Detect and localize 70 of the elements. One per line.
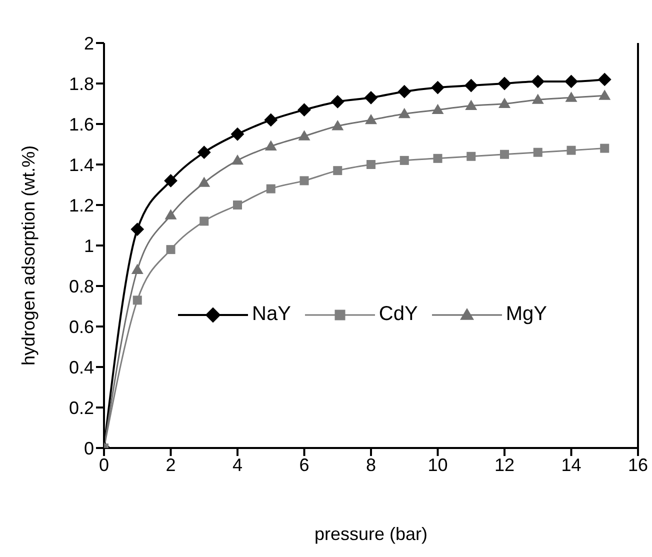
y-tick-label: 2 [84,33,94,54]
point [164,209,177,220]
x-tick-label: 14 [561,454,582,475]
point [298,130,310,140]
point [132,296,142,305]
point [232,154,244,165]
x-tick-label: 16 [628,454,648,475]
point [500,150,509,159]
point [300,176,309,186]
point [264,140,277,150]
point [164,174,178,188]
point [130,222,144,236]
y-tick-label: 0 [84,438,94,458]
point [498,77,511,90]
x-tick-label: 12 [494,454,515,475]
point [465,100,478,110]
x-tick-label: 0 [98,454,110,475]
point [566,146,576,155]
point [266,184,276,194]
point [564,74,578,88]
point [598,90,611,100]
point [264,113,278,126]
point [331,95,344,108]
x-tick-label: 2 [166,454,176,475]
y-tick-label: 1.2 [68,195,94,216]
point [600,144,610,153]
point [565,92,578,102]
point [332,120,344,130]
legend-label: NaY [252,303,291,326]
point [366,160,376,169]
point [532,94,544,104]
point [598,72,612,86]
y-tick-label: 0.6 [68,316,94,337]
point [364,91,378,104]
point [431,81,444,94]
point [398,85,411,98]
y-tick-label: 1.8 [68,74,94,94]
point [198,146,211,159]
point [231,128,244,141]
x-tick-label: 4 [232,454,243,475]
x-axis-title: pressure (bar) [314,524,428,544]
point [200,216,209,226]
point [398,108,410,118]
point [432,104,444,114]
point [198,176,210,187]
point [531,74,544,88]
point [400,156,409,165]
point [166,245,176,254]
y-tick-label: 0.8 [68,276,94,296]
point [498,98,510,108]
point [464,79,478,92]
legend-label: MgY [506,303,547,326]
y-tick-label: 0.2 [68,398,94,418]
x-tick-label: 10 [428,454,448,475]
point [298,103,311,116]
point [533,148,542,157]
x-tick-label: 6 [299,454,310,475]
y-tick-label: 1.6 [68,114,94,134]
legend-label: CdY [378,303,418,326]
point [365,114,377,124]
point [131,264,144,274]
x-tick-label: 8 [366,454,376,475]
y-tick-label: 1 [84,236,94,256]
y-tick-label: 1.4 [68,154,94,175]
point [233,200,242,210]
y-tick-label: 0.4 [68,357,94,378]
point [333,166,342,176]
point [433,154,442,163]
y-axis-title: hydrogen adsorption (wt.%) [18,145,38,366]
point [466,152,476,161]
